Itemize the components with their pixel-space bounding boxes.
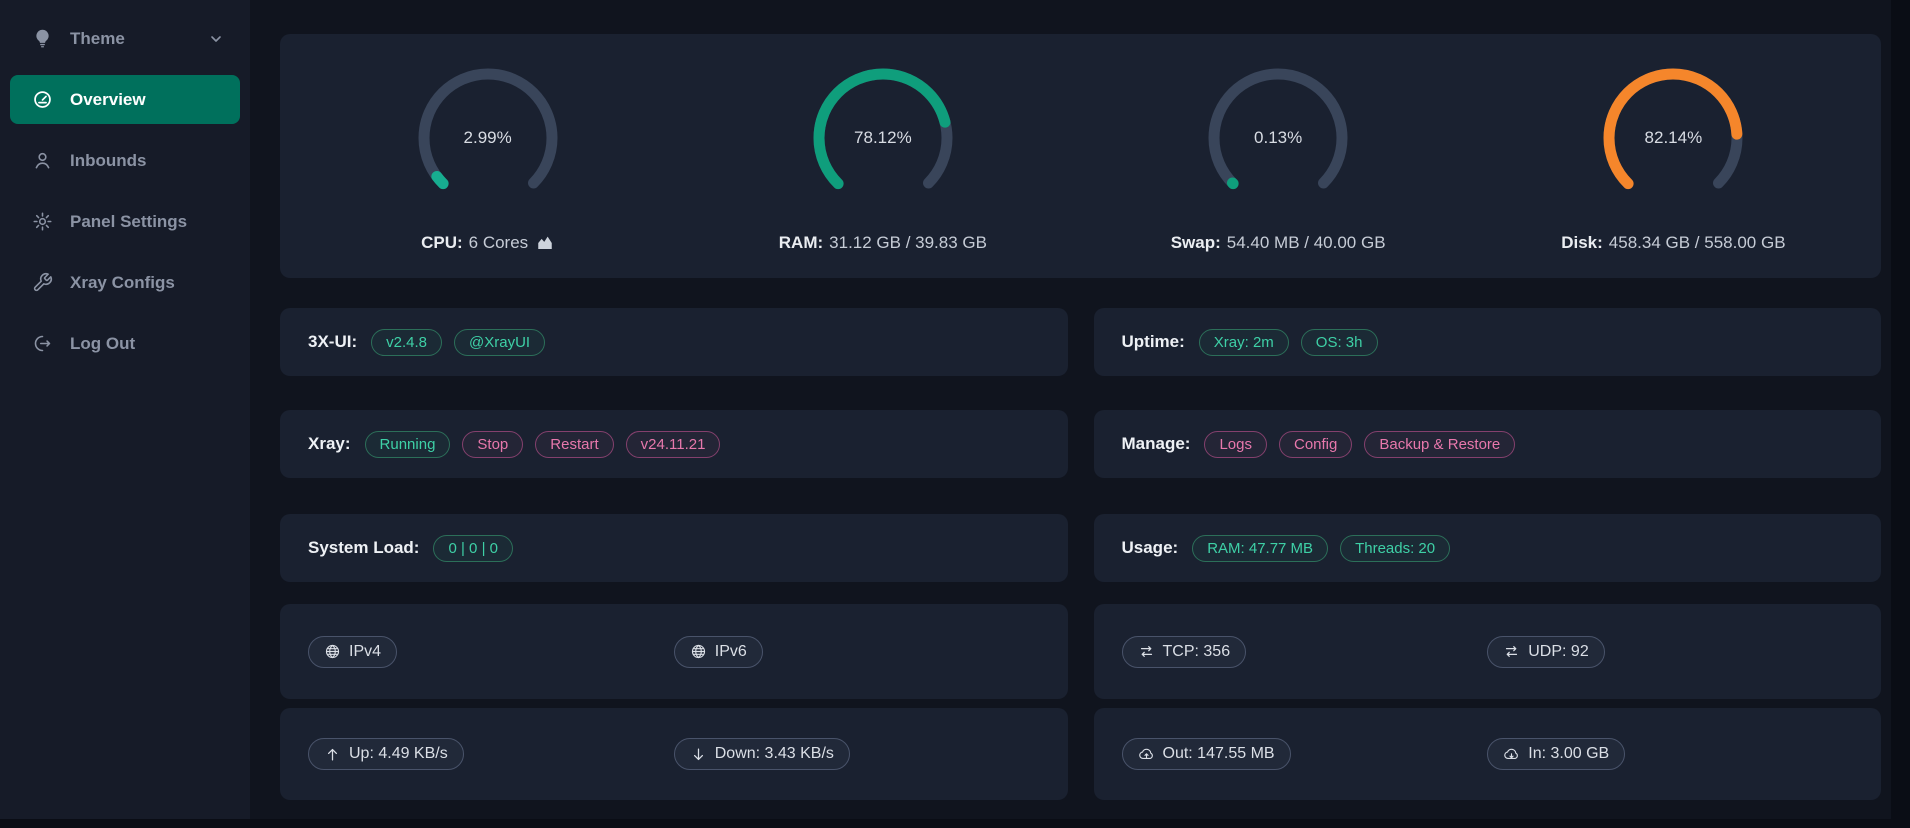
arrow-up-icon — [327, 748, 338, 760]
cpu-label: CPU: 6 Cores — [421, 233, 554, 253]
disk-label: Disk: 458.34 GB / 558.00 GB — [1561, 233, 1786, 252]
traffic-card: Out: 147.55 MB In: 3.00 GB — [1093, 708, 1881, 800]
uptime-card: Uptime: Xray: 2m OS: 3h — [1093, 308, 1881, 376]
xray-stop-button[interactable]: Stop — [462, 430, 524, 458]
sidebar-item-inbounds[interactable]: Inbounds — [10, 136, 240, 185]
system-load-title: System Load: — [308, 538, 420, 557]
usage-card: Usage: RAM: 47.77 MB Threads: 20 — [1093, 514, 1881, 582]
disk-gauge-ring: 82.14% — [1598, 63, 1748, 213]
system-load-badge: 0 | 0 | 0 — [433, 534, 513, 562]
system-load-card: System Load: 0 | 0 | 0 — [280, 514, 1068, 582]
system-gauges-card: 2.99% CPU: 6 Cores 78.12% — [280, 34, 1881, 278]
xui-title: 3X-UI: — [308, 332, 358, 351]
tcp-count-badge: TCP: 356 — [1121, 635, 1247, 668]
badge-label: UDP: 92 — [1528, 642, 1589, 660]
ram-percent: 78.12% — [854, 128, 912, 147]
globe-icon — [325, 644, 340, 659]
cpu-gauge: 2.99% CPU: 6 Cores — [290, 34, 685, 278]
main-content: 2.99% CPU: 6 Cores 78.12% — [250, 0, 1891, 819]
config-button[interactable]: Config — [1279, 430, 1353, 458]
badge-label: Down: 3.43 KB/s — [714, 745, 834, 762]
badge-label: IPv6 — [714, 642, 747, 660]
arrow-down-icon — [693, 748, 703, 760]
cloud-upload-icon — [1138, 748, 1153, 759]
swap-arrows-icon — [1140, 646, 1152, 657]
globe-icon — [691, 644, 705, 659]
usage-ram-badge: RAM: 47.77 MB — [1192, 534, 1329, 562]
sidebar-item-overview[interactable]: Overview — [10, 75, 240, 124]
cloud-download-icon — [1504, 748, 1519, 759]
cpu-percent: 2.99% — [463, 128, 512, 147]
xray-title: Xray: — [308, 434, 351, 453]
badge-label: In: 3.00 GB — [1528, 745, 1610, 762]
uptime-os-badge: OS: 3h — [1300, 328, 1378, 356]
sidebar-item-xray-configs[interactable]: Xray Configs — [10, 258, 240, 307]
xray-running-badge: Running — [364, 430, 451, 458]
usage-threads-badge: Threads: 20 — [1340, 534, 1451, 562]
badge-label: Out: 147.55 MB — [1162, 745, 1275, 762]
swap-gauge-ring: 0.13% — [1203, 63, 1353, 213]
sidebar-item-log-out[interactable]: Log Out — [10, 319, 240, 368]
manage-title: Manage: — [1121, 434, 1191, 453]
badge-label: Up: 4.49 KB/s — [349, 745, 448, 762]
disk-gauge: 82.14% Disk: 458.34 GB / 558.00 GB — [1476, 34, 1871, 278]
traffic-out-badge: Out: 147.55 MB — [1121, 738, 1291, 770]
traffic-in-badge: In: 3.00 GB — [1487, 738, 1626, 770]
app-window: Theme Overview Inbounds — [0, 0, 1891, 819]
gear-icon — [33, 212, 52, 231]
swap-percent: 0.13% — [1254, 128, 1303, 147]
xui-version-card: 3X-UI: v2.4.8 @XrayUI — [280, 308, 1068, 376]
bulb-icon — [36, 29, 49, 48]
ipv6-badge: IPv6 — [673, 635, 763, 668]
uptime-title: Uptime: — [1121, 332, 1185, 351]
sidebar: Theme Overview Inbounds — [0, 0, 250, 819]
logs-button[interactable]: Logs — [1204, 430, 1267, 458]
sidebar-item-label: Panel Settings — [70, 211, 188, 231]
sidebar-item-label: Inbounds — [70, 150, 147, 170]
ram-gauge: 78.12% RAM: 31.12 GB / 39.83 GB — [685, 34, 1080, 278]
manage-card: Manage: Logs Config Backup & Restore — [1093, 410, 1881, 478]
upload-speed-badge: Up: 4.49 KB/s — [308, 738, 464, 770]
badge-label: TCP: 356 — [1162, 642, 1231, 660]
info-cards-grid: 3X-UI: v2.4.8 @XrayUI Uptime: Xray: 2m O… — [280, 308, 1881, 800]
ip-card: IPv4 IPv6 — [280, 604, 1068, 699]
disk-percent: 82.14% — [1644, 128, 1703, 147]
usage-title: Usage: — [1121, 538, 1179, 557]
backup-restore-button[interactable]: Backup & Restore — [1364, 430, 1516, 458]
theme-label: Theme — [70, 28, 125, 48]
sidebar-item-label: Xray Configs — [70, 272, 175, 292]
theme-toggle[interactable]: Theme — [10, 14, 240, 63]
speedometer-icon — [34, 91, 51, 108]
connections-card: TCP: 356 UDP: 92 — [1093, 604, 1881, 699]
swap-label: Swap: 54.40 MB / 40.00 GB — [1170, 233, 1386, 252]
sidebar-item-label: Log Out — [70, 333, 136, 353]
ram-label: RAM: 31.12 GB / 39.83 GB — [778, 233, 987, 252]
logout-icon — [34, 335, 51, 352]
chevron-down-icon — [211, 35, 221, 42]
sidebar-item-label: Overview — [70, 89, 146, 109]
badge-label: IPv4 — [349, 642, 382, 660]
swap-arrows-icon — [1506, 646, 1518, 657]
swap-gauge: 0.13% Swap: 54.40 MB / 40.00 GB — [1081, 34, 1476, 278]
area-chart-icon[interactable] — [536, 234, 554, 252]
wrench-icon — [33, 272, 53, 292]
ram-gauge-ring: 78.12% — [808, 63, 958, 213]
download-speed-badge: Down: 3.43 KB/s — [673, 738, 850, 770]
user-icon — [35, 152, 50, 169]
cpu-gauge-ring: 2.99% — [413, 63, 563, 213]
xray-restart-button[interactable]: Restart — [535, 430, 614, 458]
udp-count-badge: UDP: 92 — [1487, 635, 1605, 668]
sidebar-item-panel-settings[interactable]: Panel Settings — [10, 197, 240, 246]
xray-status-card: Xray: Running Stop Restart v24.11.21 — [280, 410, 1068, 478]
ipv4-badge: IPv4 — [308, 635, 398, 668]
xui-telegram-badge[interactable]: @XrayUI — [454, 328, 546, 356]
xray-version-badge[interactable]: v24.11.21 — [625, 430, 721, 458]
xui-version-badge[interactable]: v2.4.8 — [371, 328, 442, 356]
speed-card: Up: 4.49 KB/s Down: 3.43 KB/s — [280, 708, 1068, 800]
uptime-xray-badge: Xray: 2m — [1198, 328, 1289, 356]
